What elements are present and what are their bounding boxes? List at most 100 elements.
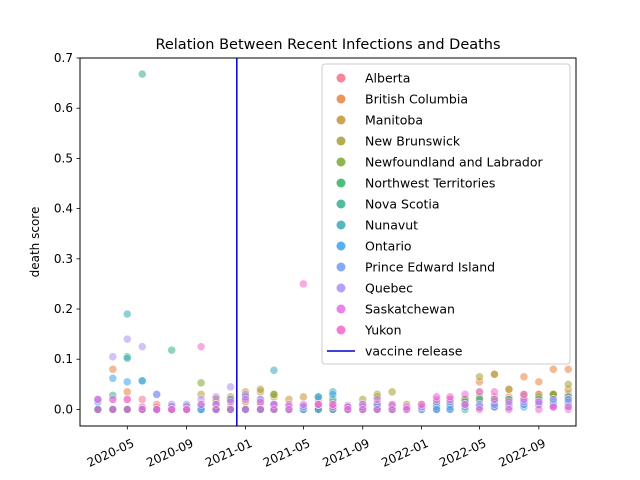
legend-marker <box>336 325 346 335</box>
data-points <box>93 69 573 414</box>
point-new-brunswick <box>475 372 484 382</box>
point-yukon <box>549 402 558 412</box>
legend-box <box>321 63 571 365</box>
point-new-brunswick <box>387 387 397 397</box>
point-yukon <box>534 405 544 414</box>
point-british-columbia <box>519 372 529 382</box>
point-prince-edward-island <box>432 405 441 414</box>
y-tick-label: 0.7 <box>54 51 73 65</box>
point-quebec <box>549 395 558 404</box>
point-ontario <box>108 374 118 383</box>
legend-marker <box>336 157 346 167</box>
point-saskatchewan <box>460 390 470 399</box>
point-yukon <box>432 392 441 402</box>
point-yukon <box>211 405 221 414</box>
point-new-brunswick <box>504 385 514 394</box>
point-saskatchewan <box>534 397 544 407</box>
point-yukon <box>372 405 382 414</box>
point-quebec <box>122 334 132 344</box>
y-tick-label: 0.6 <box>54 101 73 115</box>
point-yukon <box>284 405 294 414</box>
point-nunavut <box>122 353 132 363</box>
point-yukon <box>563 402 573 412</box>
legend-label: British Columbia <box>365 92 468 107</box>
point-yukon <box>196 342 206 351</box>
y-axis: 0.0 0.1 0.2 0.3 0.4 0.5 0.6 0.7 <box>54 51 80 416</box>
legend-marker <box>336 304 346 314</box>
point-saskatchewan <box>504 397 514 407</box>
point-ontario <box>122 377 132 387</box>
point-saskatchewan <box>196 400 206 409</box>
point-yukon <box>417 400 426 409</box>
point-yukon <box>504 405 514 414</box>
point-yukon <box>137 405 147 414</box>
point-yukon <box>490 387 499 397</box>
point-yukon <box>445 392 455 402</box>
legend-marker <box>336 241 346 251</box>
legend: Alberta British Columbia Manitoba New Bruns… <box>321 63 571 365</box>
point-yukon <box>299 279 308 289</box>
point-british-columbia <box>108 364 118 374</box>
y-tick-label: 0.3 <box>54 252 73 266</box>
legend-marker <box>336 283 346 293</box>
legend-label: New Brunswick <box>365 134 461 149</box>
point-saskatchewan <box>93 395 103 404</box>
point-quebec <box>563 395 573 404</box>
point-saskatchewan <box>256 397 265 407</box>
y-tick-label: 0.5 <box>54 151 73 165</box>
point-british-columbia <box>122 387 132 397</box>
legend-label: Quebec <box>365 281 413 296</box>
point-british-columbia <box>534 377 544 387</box>
point-yukon <box>358 405 368 414</box>
point-british-columbia <box>549 364 558 374</box>
point-yukon <box>108 405 118 414</box>
point-yukon <box>182 405 191 414</box>
y-tick-label: 0.1 <box>54 352 73 366</box>
point-nunavut <box>269 365 279 375</box>
point-new-brunswick <box>563 380 573 389</box>
point-quebec <box>226 382 235 392</box>
point-british-columbia <box>563 364 573 374</box>
point-quebec <box>108 352 118 362</box>
point-yukon <box>519 390 529 399</box>
legend-label: Northwest Territories <box>365 176 495 191</box>
legend-marker <box>336 178 346 188</box>
point-ontario <box>137 376 147 386</box>
point-yukon <box>314 400 323 409</box>
legend-marker <box>336 199 346 209</box>
legend-label: Manitoba <box>365 113 423 128</box>
point-nova-scotia <box>137 69 147 79</box>
point-yukon <box>269 405 279 414</box>
point-new-brunswick <box>490 369 499 379</box>
legend-label: Yukon <box>364 323 402 338</box>
legend-label: Nunavut <box>365 218 418 233</box>
point-nova-scotia <box>167 345 176 355</box>
point-quebec <box>152 390 162 399</box>
point-manitoba <box>299 392 308 402</box>
point-yukon <box>152 405 162 414</box>
point-saskatchewan <box>122 395 132 404</box>
point-nunavut <box>122 309 132 319</box>
legend-label: Ontario <box>365 239 412 254</box>
point-saskatchewan <box>108 395 118 404</box>
legend-label: Nova Scotia <box>365 197 440 212</box>
point-saskatchewan <box>226 397 235 407</box>
legend-label: vaccine release <box>365 344 463 359</box>
legend-marker <box>336 136 346 146</box>
point-saskatchewan <box>475 387 484 397</box>
point-yukon <box>475 405 484 414</box>
y-tick-label: 0.0 <box>54 402 73 416</box>
point-yukon <box>387 405 397 414</box>
point-yukon <box>241 405 250 414</box>
point-yukon <box>343 405 353 414</box>
point-yukon <box>122 405 132 414</box>
point-new-brunswick <box>256 385 265 394</box>
legend-label: Alberta <box>365 71 410 86</box>
legend-label: Saskatchewan <box>365 302 455 317</box>
point-ontario <box>328 390 338 399</box>
point-newfoundland-and-labrador <box>196 378 206 388</box>
legend-marker <box>336 73 346 83</box>
legend-marker <box>336 262 346 272</box>
legend-label: Prince Edward Island <box>365 260 495 275</box>
